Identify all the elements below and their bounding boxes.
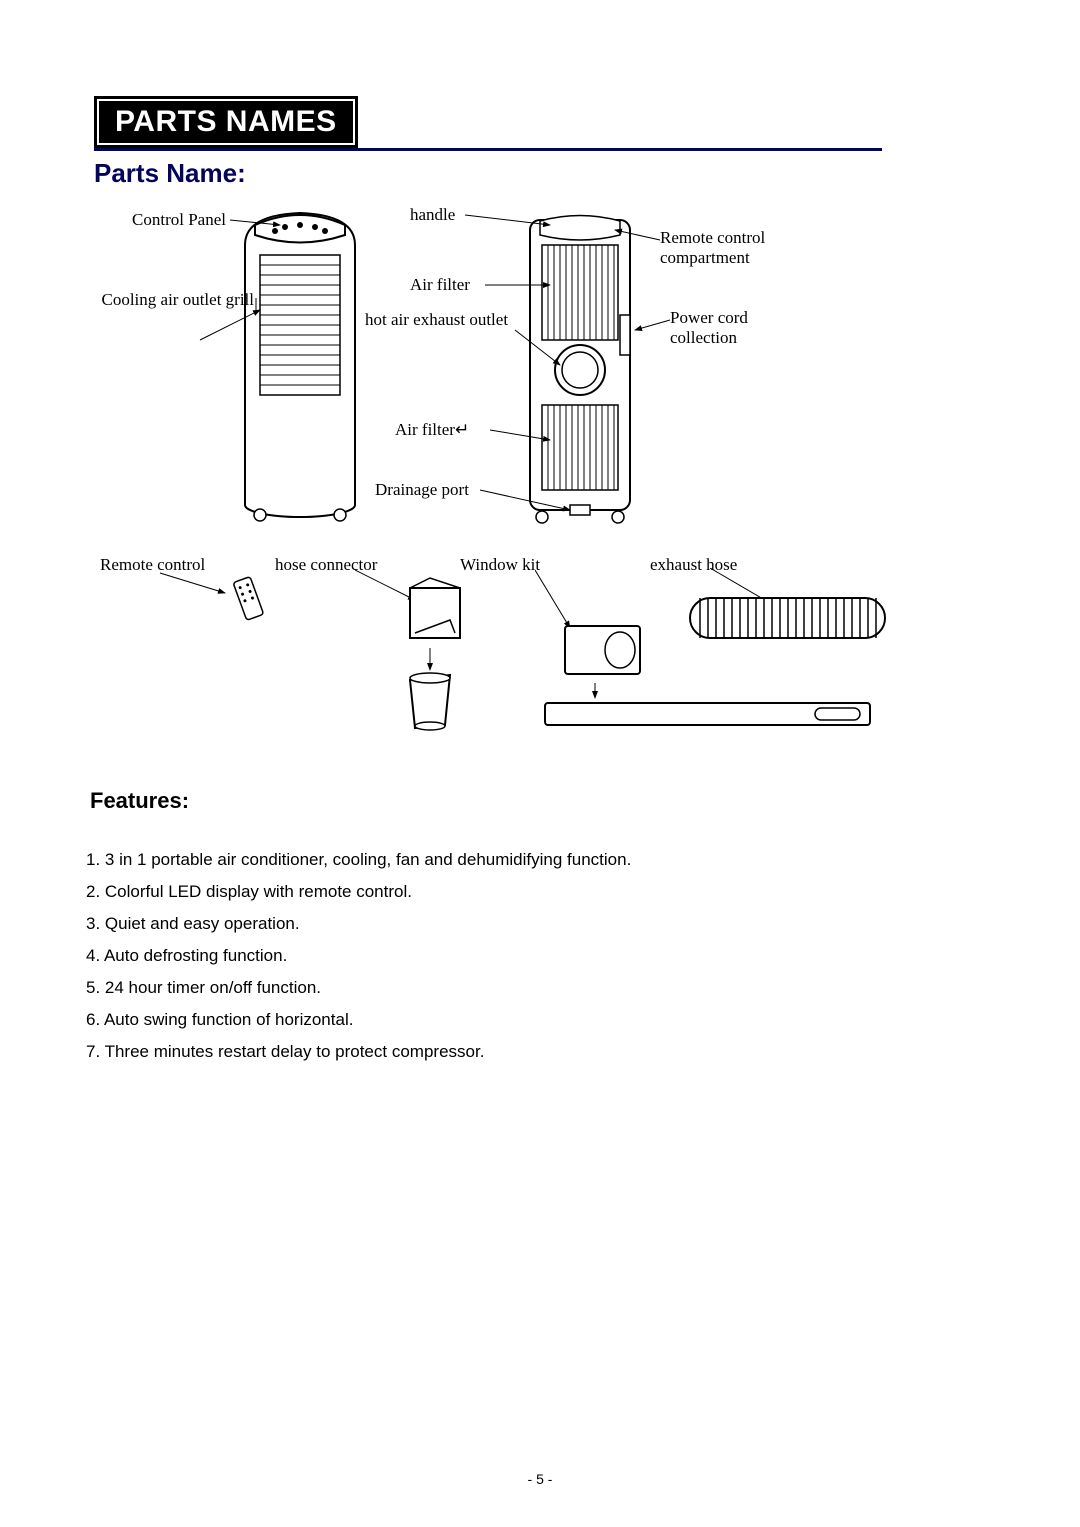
label-power-cord-collection: Power cord collection: [670, 308, 748, 349]
page: PARTS NAMES Parts Name:: [0, 0, 1080, 1527]
remote-leader: [140, 568, 240, 608]
feature-item: 2. Colorful LED display with remote cont…: [86, 882, 886, 902]
label-handle: handle: [410, 205, 455, 225]
label-air-filter-lower: Air filter↵: [395, 420, 469, 440]
leader-lines-main: [80, 190, 890, 530]
features-list: 1. 3 in 1 portable air conditioner, cool…: [86, 850, 886, 1074]
feature-item: 5. 24 hour timer on/off function.: [86, 978, 886, 998]
feature-item: 4. Auto defrosting function.: [86, 946, 886, 966]
label-control-panel: Control Panel: [120, 210, 226, 230]
feature-item: 7. Three minutes restart delay to protec…: [86, 1042, 886, 1062]
label-cooling-air-outlet-grill: Cooling air outlet grill: [80, 290, 254, 310]
page-number: - 5 -: [0, 1471, 1080, 1487]
header-band: PARTS NAMES: [94, 96, 882, 151]
exhaust-hose-drawing: [670, 568, 890, 648]
features-heading: Features:: [90, 788, 189, 814]
label-drainage-port: Drainage port: [375, 480, 469, 500]
diagram-area: Control Panel Cooling air outlet grill h…: [80, 190, 890, 750]
page-title: PARTS NAMES: [99, 101, 353, 143]
feature-item: 6. Auto swing function of horizontal.: [86, 1010, 886, 1030]
hose-connector-drawing: [355, 570, 475, 740]
parts-name-heading: Parts Name:: [94, 158, 246, 189]
label-hot-air-exhaust-outlet: hot air exhaust outlet: [365, 310, 508, 330]
label-air-filter-upper: Air filter: [410, 275, 470, 295]
header-box-outer: PARTS NAMES: [94, 96, 358, 148]
feature-item: 3. Quiet and easy operation.: [86, 914, 886, 934]
label-remote-control-compartment: Remote control compartment: [660, 228, 765, 269]
feature-item: 1. 3 in 1 portable air conditioner, cool…: [86, 850, 886, 870]
